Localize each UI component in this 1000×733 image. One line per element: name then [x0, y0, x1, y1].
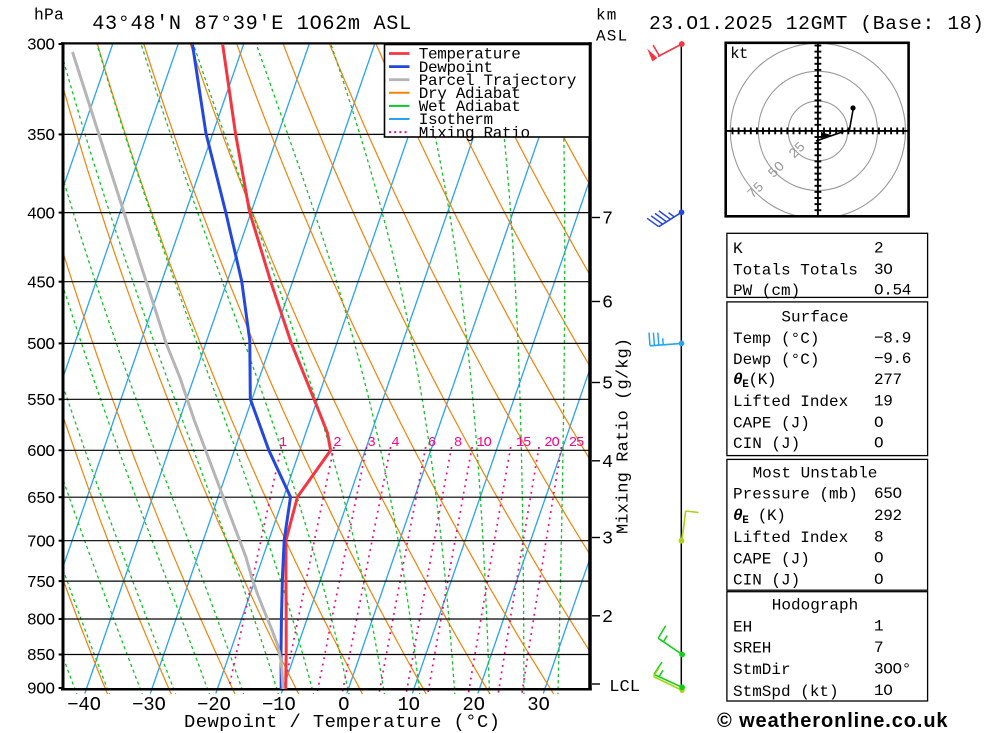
svg-text:Dewpoint: Dewpoint [419, 59, 493, 77]
svg-text:O: O [874, 571, 883, 589]
svg-text:Isotherm: Isotherm [419, 111, 493, 129]
svg-text:3OO°: 3OO° [874, 661, 911, 679]
svg-text:CIN (J): CIN (J) [733, 435, 800, 453]
svg-text:7: 7 [874, 639, 883, 657]
svg-text:Dry Adiabat: Dry Adiabat [419, 85, 521, 103]
svg-text:Temp (°C): Temp (°C) [733, 330, 819, 348]
svg-text:K: K [733, 240, 743, 258]
svg-text:O: O [338, 694, 349, 716]
svg-text:85O: 85O [27, 646, 55, 665]
svg-text:7: 7 [602, 209, 613, 230]
svg-text:Dewpoint / Temperature (°C): Dewpoint / Temperature (°C) [184, 711, 500, 733]
svg-text:O.54: O.54 [874, 282, 911, 300]
svg-text:kt: kt [730, 45, 748, 63]
svg-text:−1O: −1O [262, 694, 296, 716]
svg-text:55O: 55O [27, 391, 55, 410]
svg-text:2O: 2O [544, 435, 559, 451]
svg-text:Wet Adiabat: Wet Adiabat [419, 98, 521, 116]
svg-text:−8.9: −8.9 [874, 330, 911, 348]
svg-text:3: 3 [602, 529, 613, 550]
svg-text:2: 2 [333, 435, 341, 451]
svg-text:7OO: 7OO [27, 532, 55, 551]
svg-text:3O: 3O [527, 694, 549, 716]
svg-text:−4O: −4O [67, 694, 101, 716]
svg-text:15: 15 [516, 435, 531, 451]
svg-text:SREH: SREH [733, 640, 771, 658]
svg-text:1O: 1O [476, 435, 491, 451]
svg-text:4: 4 [391, 435, 399, 451]
svg-text:2: 2 [602, 607, 613, 628]
svg-text:CAPE (J): CAPE (J) [733, 415, 810, 433]
svg-text:CIN (J): CIN (J) [733, 572, 800, 590]
svg-text:2O: 2O [462, 694, 484, 716]
svg-text:Mixing Ratio (g/kg): Mixing Ratio (g/kg) [614, 338, 633, 534]
svg-text:5OO: 5OO [27, 335, 55, 354]
svg-text:75O: 75O [27, 573, 55, 592]
svg-text:1: 1 [874, 618, 883, 636]
svg-text:9OO: 9OO [27, 680, 55, 699]
svg-text:5: 5 [602, 374, 613, 395]
svg-text:ASL: ASL [596, 27, 628, 45]
svg-text:PW (cm): PW (cm) [733, 282, 800, 300]
svg-text:3OO: 3OO [27, 36, 55, 55]
svg-text:8OO: 8OO [27, 611, 55, 630]
svg-text:1O: 1O [397, 694, 419, 716]
svg-text:θE (K): θE (K) [733, 507, 786, 527]
svg-text:Totals Totals: Totals Totals [733, 262, 858, 280]
svg-text:θE(K): θE(K) [733, 371, 776, 391]
svg-text:−3O: −3O [132, 694, 166, 716]
svg-text:O: O [874, 435, 883, 453]
svg-text:StmDir: StmDir [733, 661, 791, 679]
svg-text:LCL: LCL [609, 678, 640, 697]
svg-text:© weatheronline.co.uk: © weatheronline.co.uk [717, 710, 948, 732]
svg-text:65O: 65O [874, 485, 902, 503]
svg-text:2: 2 [874, 240, 883, 258]
svg-text:Most Unstable: Most Unstable [753, 465, 878, 483]
svg-text:45O: 45O [27, 273, 55, 292]
svg-text:6: 6 [428, 435, 436, 451]
svg-text:hPa: hPa [34, 5, 64, 24]
svg-text:km: km [596, 7, 618, 25]
svg-text:Mixing Ratio: Mixing Ratio [419, 124, 530, 142]
svg-text:Pressure (mb): Pressure (mb) [733, 486, 858, 504]
svg-text:4OO: 4OO [27, 204, 55, 223]
svg-text:3: 3 [367, 435, 375, 451]
svg-text:1O: 1O [874, 682, 893, 700]
svg-text:Dewp (°C): Dewp (°C) [733, 351, 819, 369]
svg-text:3O: 3O [874, 261, 893, 279]
svg-text:Lifted Index: Lifted Index [733, 529, 848, 547]
svg-text:19: 19 [874, 393, 893, 411]
svg-text:−2O: −2O [197, 694, 231, 716]
svg-text:8: 8 [454, 435, 462, 451]
svg-text:1: 1 [279, 435, 287, 451]
svg-text:O: O [874, 550, 883, 568]
svg-text:4: 4 [602, 452, 613, 473]
svg-text:Temperature: Temperature [419, 46, 521, 64]
svg-text:Parcel Trajectory: Parcel Trajectory [419, 72, 577, 90]
svg-text:277: 277 [874, 371, 902, 389]
svg-text:O: O [874, 414, 883, 432]
svg-text:35O: 35O [27, 126, 55, 145]
svg-text:6OO: 6OO [27, 442, 55, 461]
svg-text:43°48'N 87°39'E 1O62m ASL: 43°48'N 87°39'E 1O62m ASL [92, 13, 411, 36]
svg-text:StmSpd (kt): StmSpd (kt) [733, 683, 839, 701]
svg-text:CAPE (J): CAPE (J) [733, 550, 810, 568]
svg-text:65O: 65O [27, 489, 55, 508]
svg-text:8: 8 [874, 529, 883, 547]
svg-text:6: 6 [602, 293, 613, 314]
svg-text:Lifted Index: Lifted Index [733, 393, 848, 411]
svg-text:Surface: Surface [781, 308, 848, 326]
svg-text:−9.6: −9.6 [874, 350, 911, 368]
svg-text:EH: EH [733, 618, 752, 636]
svg-text:23.O1.2O25 12GMT (Base: 18): 23.O1.2O25 12GMT (Base: 18) [649, 13, 984, 35]
svg-text:25: 25 [569, 435, 584, 451]
svg-text:292: 292 [874, 507, 902, 525]
svg-text:Hodograph: Hodograph [772, 596, 858, 614]
